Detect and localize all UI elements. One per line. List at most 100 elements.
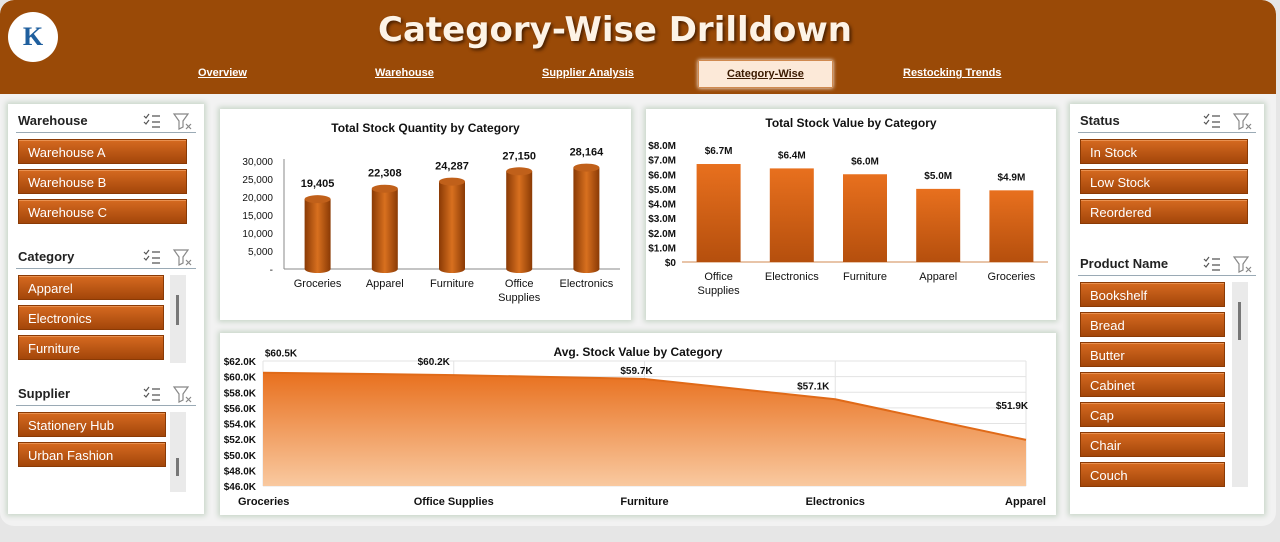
chart2-y-tick: $2.0M <box>648 229 676 240</box>
slicer-item-stationery-hub[interactable]: Stationery Hub <box>18 412 166 437</box>
product-scrollbar[interactable] <box>1232 282 1248 487</box>
chart2-y-tick: $7.0M <box>648 156 676 167</box>
slicer-item-chair[interactable]: Chair <box>1080 432 1225 457</box>
chart1-bar <box>371 188 398 273</box>
chart2-x-tick: Groceries <box>988 271 1036 283</box>
multi-select-icon[interactable] <box>1203 256 1220 271</box>
chart1-y-tick: - <box>270 265 273 276</box>
chart3-y-tick: $60.0K <box>224 373 257 384</box>
header-bar: K Category-Wise Drilldown Overview Wareh… <box>0 0 1276 94</box>
chart2-data-label: $6.7M <box>705 146 733 157</box>
multi-select-icon[interactable] <box>143 113 160 128</box>
slicer-item-urban-fashion[interactable]: Urban Fashion <box>18 442 166 467</box>
slicer-item-cap[interactable]: Cap <box>1080 402 1225 427</box>
chart3-x-tick: Electronics <box>806 496 865 508</box>
status-slicer-title: Status <box>1080 113 1120 128</box>
right-slicer-panel: Status In Stock Low Stock Reordered Prod… <box>1070 104 1264 514</box>
chart2-bar <box>769 168 814 262</box>
clear-filter-icon[interactable] <box>172 386 192 403</box>
chart2-y-tick: $0 <box>665 258 677 269</box>
slicer-item-in-stock[interactable]: In Stock <box>1080 139 1248 164</box>
chart2-bar <box>696 164 741 262</box>
chart3-title: Avg. Stock Value by Category <box>553 345 723 359</box>
chart2-bar <box>843 174 887 262</box>
chart1-title: Total Stock Quantity by Category <box>331 121 520 135</box>
multi-select-icon[interactable] <box>143 386 160 401</box>
clear-filter-icon[interactable] <box>1232 113 1252 130</box>
chart2-x-tick: Office Supplies <box>697 271 740 297</box>
nav-overview[interactable]: Overview <box>198 67 247 79</box>
supplier-slicer-title: Supplier <box>18 386 71 401</box>
chart2-y-tick: $5.0M <box>648 185 676 196</box>
slicer-item-apparel[interactable]: Apparel <box>18 275 164 300</box>
chart1-bar-top <box>506 167 533 176</box>
chart3-data-label: $60.5K <box>265 349 298 360</box>
supplier-slicer-header: Supplier <box>16 383 196 406</box>
supplier-scroll-thumb[interactable] <box>176 458 179 476</box>
status-slicer-header: Status <box>1078 110 1256 133</box>
chart2-title: Total Stock Value by Category <box>765 116 937 130</box>
chart2-bar <box>989 190 1034 262</box>
slicer-item-warehouse-c[interactable]: Warehouse C <box>18 199 187 224</box>
chart3-area <box>263 372 1026 486</box>
nav-restocking-trends[interactable]: Restocking Trends <box>903 67 1002 79</box>
chart-avg-stock-value: Avg. Stock Value by Category $46.0K $48.0… <box>220 333 1056 515</box>
chart1-x-tick: Office Supplies <box>498 278 541 304</box>
chart-stock-value: Total Stock Value by Category $0 $1.0M $2.… <box>646 109 1056 320</box>
clear-filter-icon[interactable] <box>172 249 192 266</box>
multi-select-icon[interactable] <box>1203 113 1220 128</box>
slicer-item-bread[interactable]: Bread <box>1080 312 1225 337</box>
slicer-item-couch[interactable]: Couch <box>1080 462 1225 487</box>
chart1-y-tick: 30,000 <box>242 157 273 168</box>
chart2-data-label: $6.4M <box>778 150 806 161</box>
chart3-x-tick: Apparel <box>1005 496 1046 508</box>
slicer-item-warehouse-a[interactable]: Warehouse A <box>18 139 187 164</box>
chart3-x-tick: Furniture <box>620 496 668 508</box>
supplier-scrollbar[interactable] <box>170 412 186 492</box>
chart1-bar-top <box>573 163 600 172</box>
chart1-y-tick: 25,000 <box>242 175 273 186</box>
chart3-data-label: $57.1K <box>797 381 830 392</box>
warehouse-slicer-title: Warehouse <box>18 113 88 128</box>
multi-select-icon[interactable] <box>143 249 160 264</box>
category-slicer-title: Category <box>18 249 75 264</box>
chart1-data-label: 22,308 <box>368 168 402 180</box>
slicer-item-bookshelf[interactable]: Bookshelf <box>1080 282 1225 307</box>
chart3-y-tick: $62.0K <box>224 357 257 368</box>
chart1-x-tick: Electronics <box>560 278 614 290</box>
chart2-x-tick: Electronics <box>765 271 819 283</box>
chart1-data-label: 24,287 <box>435 161 469 173</box>
slicer-item-cabinet[interactable]: Cabinet <box>1080 372 1225 397</box>
chart3-x-tick: Groceries <box>238 496 289 508</box>
chart1-bar-top <box>371 184 398 193</box>
dashboard-frame: K Category-Wise Drilldown Overview Wareh… <box>0 0 1276 526</box>
chart2-y-tick: $4.0M <box>648 200 676 211</box>
chart1-x-tick: Groceries <box>294 278 342 290</box>
slicer-item-furniture[interactable]: Furniture <box>18 335 164 360</box>
chart3-y-tick: $56.0K <box>224 404 257 415</box>
chart3-y-tick: $46.0K <box>224 482 257 493</box>
slicer-item-electronics[interactable]: Electronics <box>18 305 164 330</box>
chart2-data-label: $6.0M <box>851 156 879 167</box>
category-scrollbar[interactable] <box>170 275 186 363</box>
clear-filter-icon[interactable] <box>1232 256 1252 273</box>
nav-warehouse[interactable]: Warehouse <box>375 67 434 79</box>
nav-supplier-analysis[interactable]: Supplier Analysis <box>542 67 634 79</box>
chart1-data-label: 19,405 <box>301 178 335 190</box>
slicer-item-low-stock[interactable]: Low Stock <box>1080 169 1248 194</box>
chart1-bar-top <box>304 195 331 204</box>
product-scroll-thumb[interactable] <box>1238 302 1241 340</box>
slicer-item-warehouse-b[interactable]: Warehouse B <box>18 169 187 194</box>
chart2-x-tick: Apparel <box>919 271 957 283</box>
chart-stock-quantity: Total Stock Quantity by Category - 5,000 1… <box>220 109 631 320</box>
slicer-item-butter[interactable]: Butter <box>1080 342 1225 367</box>
nav-category-wise[interactable]: Category-Wise <box>698 60 833 88</box>
slicer-item-reordered[interactable]: Reordered <box>1080 199 1248 224</box>
chart2-data-label: $4.9M <box>998 172 1026 183</box>
category-scroll-thumb[interactable] <box>176 295 179 325</box>
chart3-y-tick: $52.0K <box>224 435 257 446</box>
clear-filter-icon[interactable] <box>172 113 192 130</box>
chart3-data-label: $60.2K <box>418 357 451 368</box>
chart3-y-tick: $58.0K <box>224 388 257 399</box>
chart1-plot: - 5,000 10,000 15,000 20,000 25,000 30,000 19,4… <box>242 147 620 304</box>
